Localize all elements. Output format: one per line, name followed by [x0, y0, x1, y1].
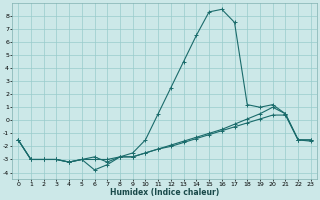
X-axis label: Humidex (Indice chaleur): Humidex (Indice chaleur) [110, 188, 219, 197]
